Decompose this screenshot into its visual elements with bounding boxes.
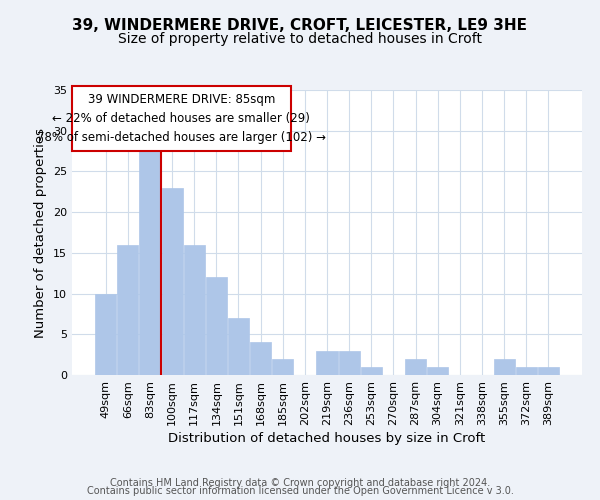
- Bar: [161, 188, 182, 375]
- Y-axis label: Number of detached properties: Number of detached properties: [34, 128, 47, 338]
- Bar: [118, 244, 139, 375]
- Bar: [228, 318, 249, 375]
- Bar: [361, 367, 382, 375]
- Bar: [250, 342, 271, 375]
- Bar: [139, 139, 160, 375]
- Text: 39 WINDERMERE DRIVE: 85sqm
← 22% of detached houses are smaller (29)
78% of semi: 39 WINDERMERE DRIVE: 85sqm ← 22% of deta…: [37, 93, 326, 144]
- Bar: [206, 278, 227, 375]
- Bar: [494, 358, 515, 375]
- Bar: [515, 367, 536, 375]
- Text: Size of property relative to detached houses in Croft: Size of property relative to detached ho…: [118, 32, 482, 46]
- X-axis label: Distribution of detached houses by size in Croft: Distribution of detached houses by size …: [169, 432, 485, 445]
- Bar: [538, 367, 559, 375]
- Bar: [427, 367, 448, 375]
- Bar: [95, 294, 116, 375]
- Bar: [184, 244, 205, 375]
- Bar: [272, 358, 293, 375]
- Text: Contains HM Land Registry data © Crown copyright and database right 2024.: Contains HM Land Registry data © Crown c…: [110, 478, 490, 488]
- Text: Contains public sector information licensed under the Open Government Licence v : Contains public sector information licen…: [86, 486, 514, 496]
- Bar: [338, 350, 359, 375]
- Bar: [405, 358, 426, 375]
- Text: 39, WINDERMERE DRIVE, CROFT, LEICESTER, LE9 3HE: 39, WINDERMERE DRIVE, CROFT, LEICESTER, …: [73, 18, 527, 32]
- Bar: [316, 350, 338, 375]
